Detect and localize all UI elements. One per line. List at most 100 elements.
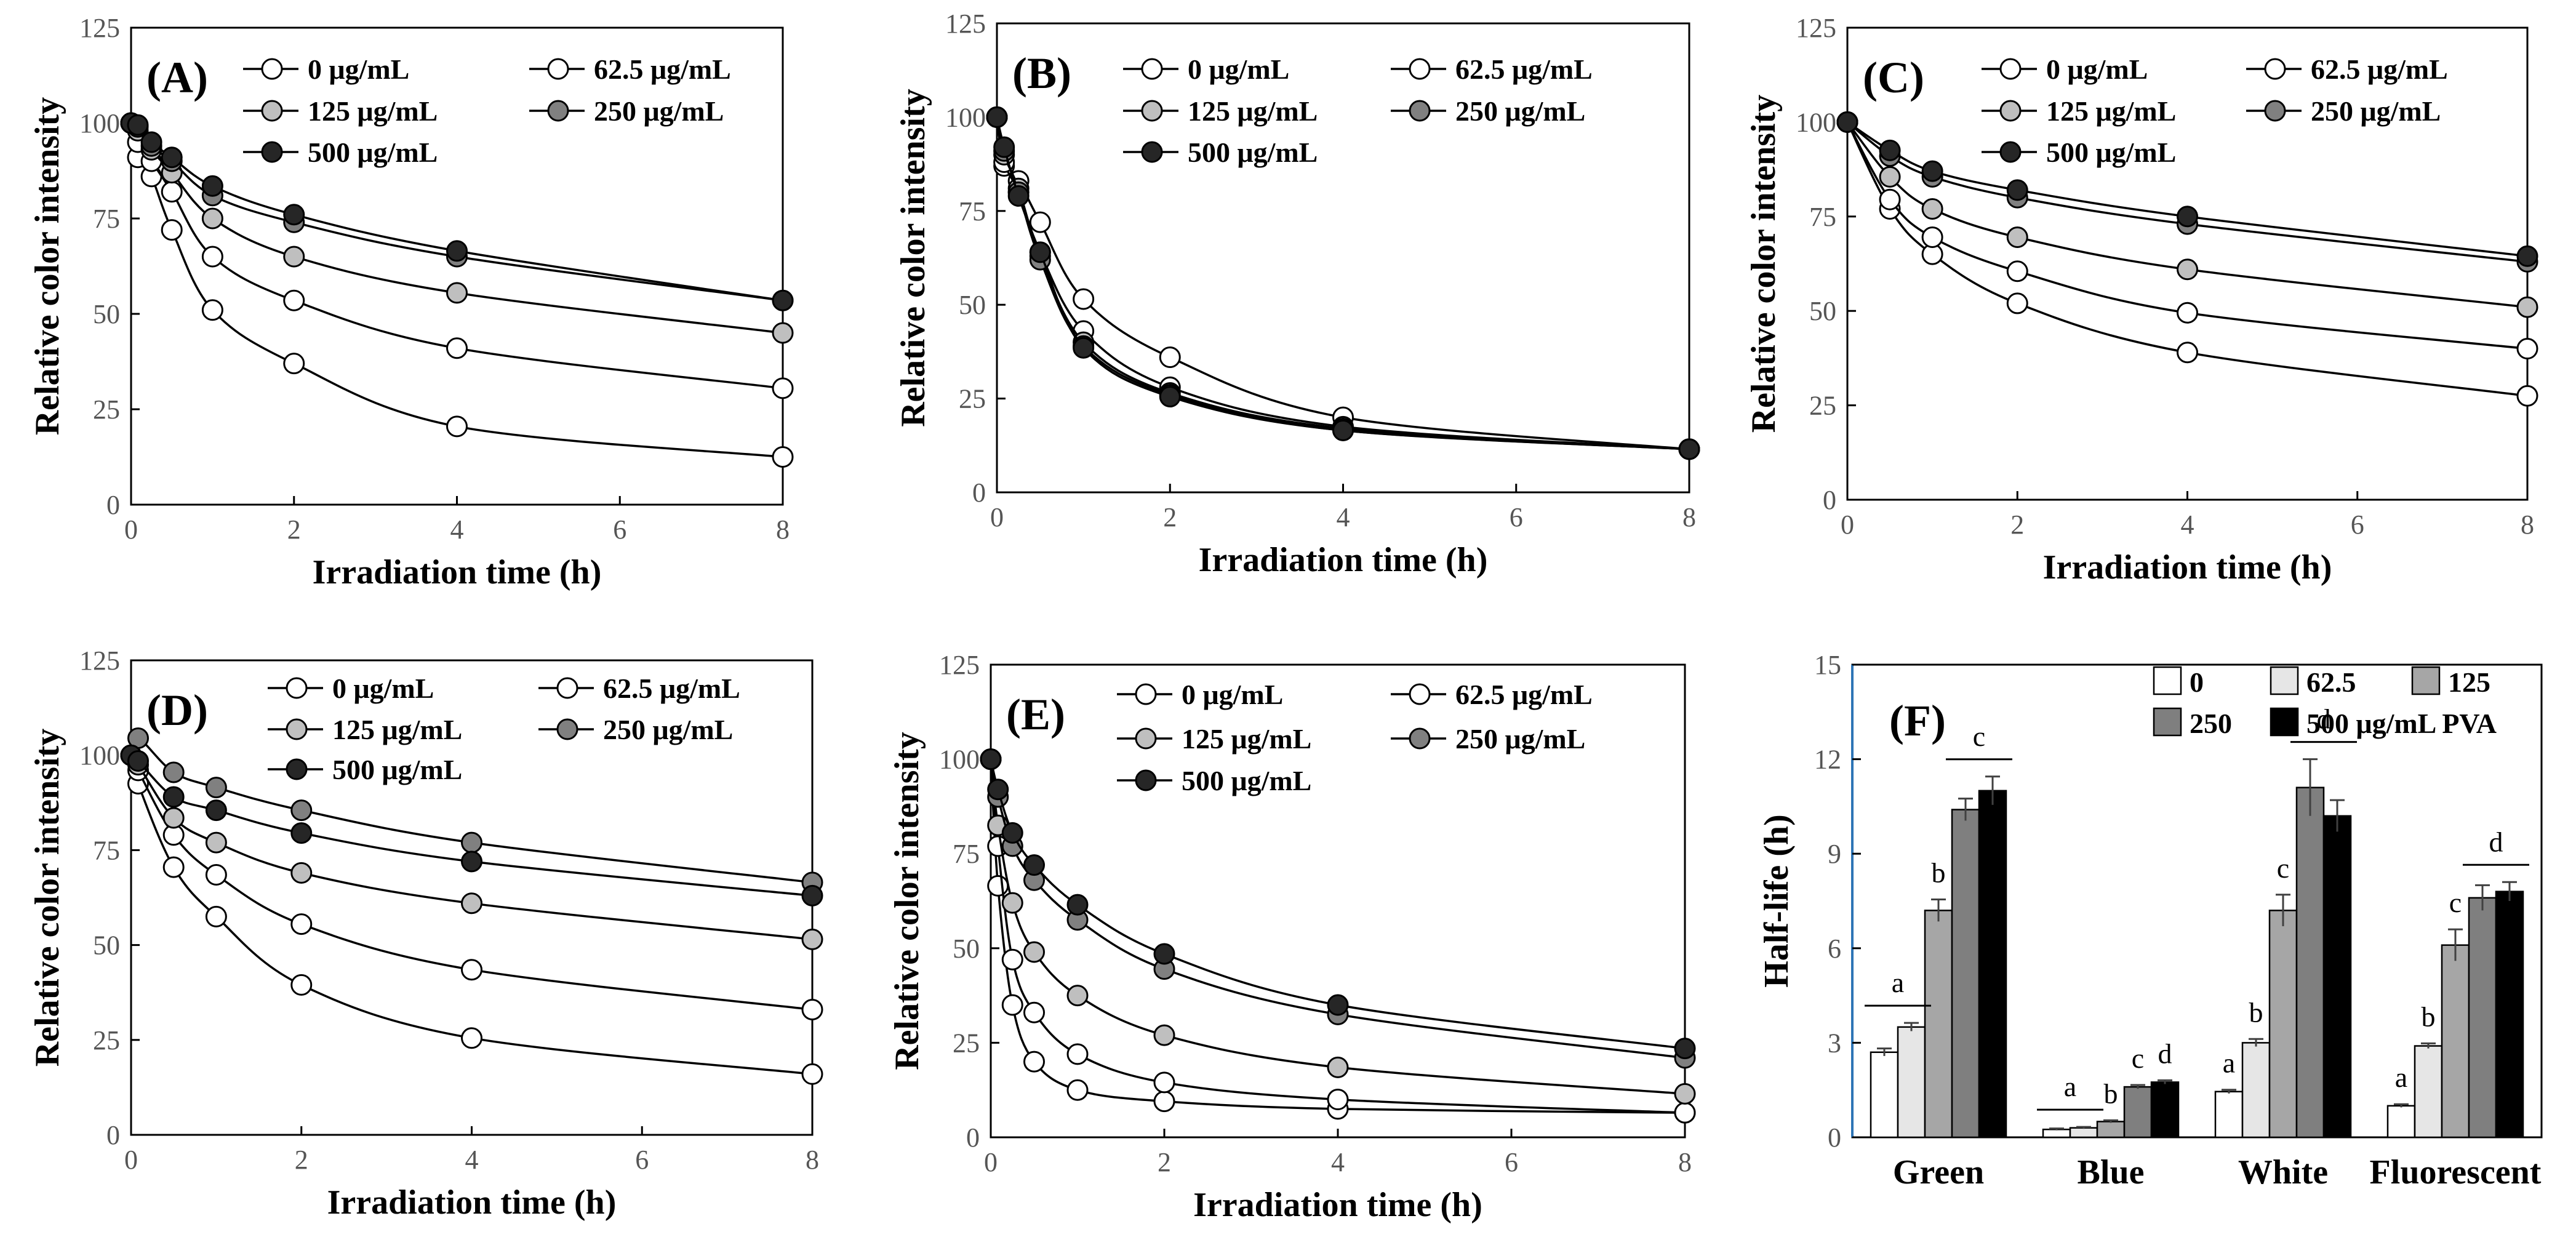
x-tick-label: 4 xyxy=(450,514,464,545)
data-point xyxy=(1327,1056,1349,1078)
data-point xyxy=(1879,166,1901,188)
significance-letter: d xyxy=(2158,1038,2172,1069)
y-tick-label: 25 xyxy=(1809,391,1836,421)
series-line xyxy=(996,117,1690,450)
y-tick-label: 100 xyxy=(79,108,120,138)
data-point xyxy=(162,761,185,783)
data-point xyxy=(290,799,313,822)
data-point xyxy=(980,748,1002,771)
x-tick-label: 4 xyxy=(1331,1147,1345,1177)
series-line xyxy=(130,122,783,302)
data-point xyxy=(290,822,313,844)
x-tick-label: 0 xyxy=(984,1147,998,1177)
data-point xyxy=(2516,385,2538,407)
y-tick-label: 75 xyxy=(93,835,120,865)
bar xyxy=(2096,1121,2126,1139)
data-point xyxy=(2006,260,2028,282)
data-point xyxy=(1327,1089,1349,1111)
data-point xyxy=(2177,206,2198,228)
y-tick-label: 0 xyxy=(972,478,986,508)
legend-marker xyxy=(1135,683,1157,705)
x-tick-label: 0 xyxy=(124,1145,138,1175)
x-tick-label: 6 xyxy=(1505,1147,1518,1177)
legend-marker xyxy=(2264,58,2286,80)
data-point xyxy=(161,181,183,203)
data-point xyxy=(1836,111,1858,133)
bar xyxy=(1978,790,2007,1139)
data-point xyxy=(283,289,305,311)
data-point xyxy=(1879,139,1901,161)
x-tick-label: 4 xyxy=(465,1145,479,1175)
legend-marker xyxy=(1135,769,1157,791)
x-tick-label: 2 xyxy=(1158,1147,1171,1177)
bar xyxy=(2150,1081,2180,1139)
legend-swatch xyxy=(2153,707,2182,737)
legend-marker xyxy=(261,58,283,80)
x-tick-label: 6 xyxy=(1510,502,1523,532)
y-tick-label: 12 xyxy=(1814,745,1841,775)
data-point xyxy=(1332,419,1354,441)
y-tick-label: 3 xyxy=(1828,1028,1841,1058)
data-point xyxy=(161,146,183,169)
legend-marker xyxy=(1409,58,1431,80)
legend-label: 125 μg/mL xyxy=(1182,723,1311,755)
y-tick-label: 25 xyxy=(93,394,120,425)
y-axis-label: Relative color intensity xyxy=(28,729,66,1067)
x-tick-label: 2 xyxy=(295,1145,308,1175)
legend-marker xyxy=(1135,727,1157,750)
data-point xyxy=(201,207,223,230)
panel-title: (F) xyxy=(1889,696,1946,745)
data-point xyxy=(162,856,185,878)
data-point xyxy=(2516,296,2538,318)
bar xyxy=(2214,1091,2244,1139)
data-point xyxy=(1066,985,1089,1007)
data-point xyxy=(1674,1102,1696,1124)
legend-swatch xyxy=(2270,707,2299,737)
y-tick-label: 100 xyxy=(939,745,980,775)
data-point xyxy=(140,131,162,153)
significance-letter: c xyxy=(1973,721,1985,752)
data-point xyxy=(801,1063,823,1085)
y-tick-label: 75 xyxy=(1809,202,1836,232)
data-point xyxy=(1066,1079,1089,1101)
data-point xyxy=(1029,211,1051,233)
legend-marker xyxy=(1141,100,1163,122)
y-tick-label: 75 xyxy=(93,204,120,234)
panel-title: (A) xyxy=(146,53,208,102)
legend-label: 250 μg/mL xyxy=(2311,95,2441,127)
data-point xyxy=(1023,941,1045,963)
x-tick-label: 0 xyxy=(1841,510,1854,540)
significance-letter: b xyxy=(1932,857,1946,888)
data-point xyxy=(201,246,223,268)
y-tick-label: 6 xyxy=(1828,934,1841,964)
x-tick-label: 4 xyxy=(2181,510,2194,540)
data-point xyxy=(1023,854,1045,876)
data-point xyxy=(1159,386,1181,408)
data-point xyxy=(772,289,794,311)
legend-label: 250 μg/mL xyxy=(1455,723,1585,755)
x-tick-label: 8 xyxy=(776,514,790,545)
y-tick-label: 100 xyxy=(79,740,120,771)
data-point xyxy=(461,1027,482,1049)
legend-swatch xyxy=(2270,666,2299,695)
data-point xyxy=(1153,1024,1175,1046)
series-line xyxy=(990,759,1686,1050)
y-tick-label: 50 xyxy=(953,934,980,964)
bar xyxy=(1924,910,1953,1139)
y-axis-label: Relative color intensity xyxy=(894,89,932,427)
data-point xyxy=(801,998,823,1020)
legend-label: 62.5 μg/mL xyxy=(1455,679,1593,710)
y-tick-label: 0 xyxy=(1828,1123,1841,1153)
panel-title: (D) xyxy=(146,686,208,735)
significance-letter: a xyxy=(2223,1047,2235,1079)
legend-label: 250 xyxy=(2190,708,2232,739)
legend-label: 62.5 xyxy=(2306,667,2356,698)
data-point xyxy=(2006,179,2028,201)
bar xyxy=(2468,897,2497,1139)
series-line xyxy=(1846,121,2528,263)
y-tick-label: 100 xyxy=(1796,107,1836,137)
data-point xyxy=(801,928,823,950)
series-line xyxy=(130,755,813,1076)
y-tick-label: 25 xyxy=(959,384,986,414)
